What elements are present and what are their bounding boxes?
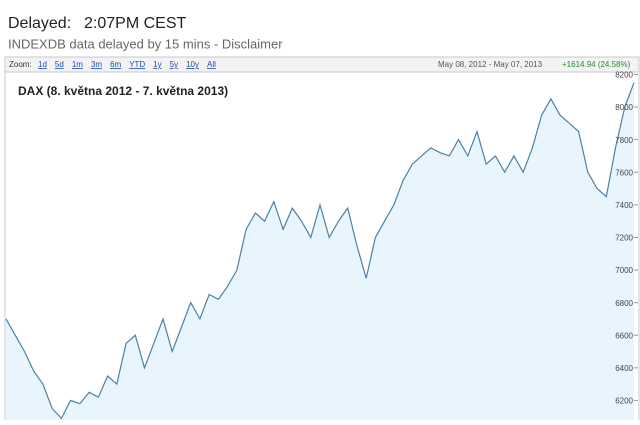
zoom-option[interactable]: 1d — [38, 60, 47, 69]
y-tick-label: 7400 — [615, 201, 633, 210]
y-tick-label: 6600 — [615, 331, 633, 340]
y-tick-label: 7800 — [615, 136, 633, 145]
y-tick-label: 7000 — [615, 266, 633, 275]
zoom-option[interactable]: All — [207, 60, 216, 69]
area-fill — [6, 82, 634, 420]
delayed-time: 2:07PM CEST — [84, 15, 186, 32]
chart-title: DAX (8. května 2012 - 7. května 2013) — [18, 84, 228, 98]
y-tick-label: 8000 — [615, 103, 633, 112]
zoom-option[interactable]: 1m — [72, 60, 83, 69]
toolbar — [4, 56, 640, 73]
y-tick-label: 6400 — [615, 364, 633, 373]
zoom-option[interactable]: 3m — [91, 60, 102, 69]
y-tick-label: 7600 — [615, 168, 633, 177]
zoom-option[interactable]: 5y — [170, 60, 178, 69]
zoom-option[interactable]: 5d — [55, 60, 64, 69]
date-range: May 08, 2012 - May 07, 2013 — [438, 60, 543, 69]
zoom-label: Zoom: — [9, 60, 32, 69]
range-change: +1614.94 (24.58%) — [562, 60, 631, 69]
zoom-option[interactable]: 10y — [186, 60, 199, 69]
y-tick-label: 7200 — [615, 234, 633, 243]
source-note: INDEXDB data delayed by 15 mins - Discla… — [8, 36, 283, 51]
y-tick-label: 6800 — [615, 299, 633, 308]
delayed-label: Delayed: — [8, 15, 71, 32]
y-tick-label: 6200 — [615, 397, 633, 406]
zoom-option[interactable]: YTD — [129, 60, 145, 69]
price-line — [5, 82, 635, 420]
y-tick-label: 8200 — [615, 71, 633, 80]
zoom-option[interactable]: 1y — [153, 60, 161, 69]
zoom-option[interactable]: 6m — [110, 60, 121, 69]
